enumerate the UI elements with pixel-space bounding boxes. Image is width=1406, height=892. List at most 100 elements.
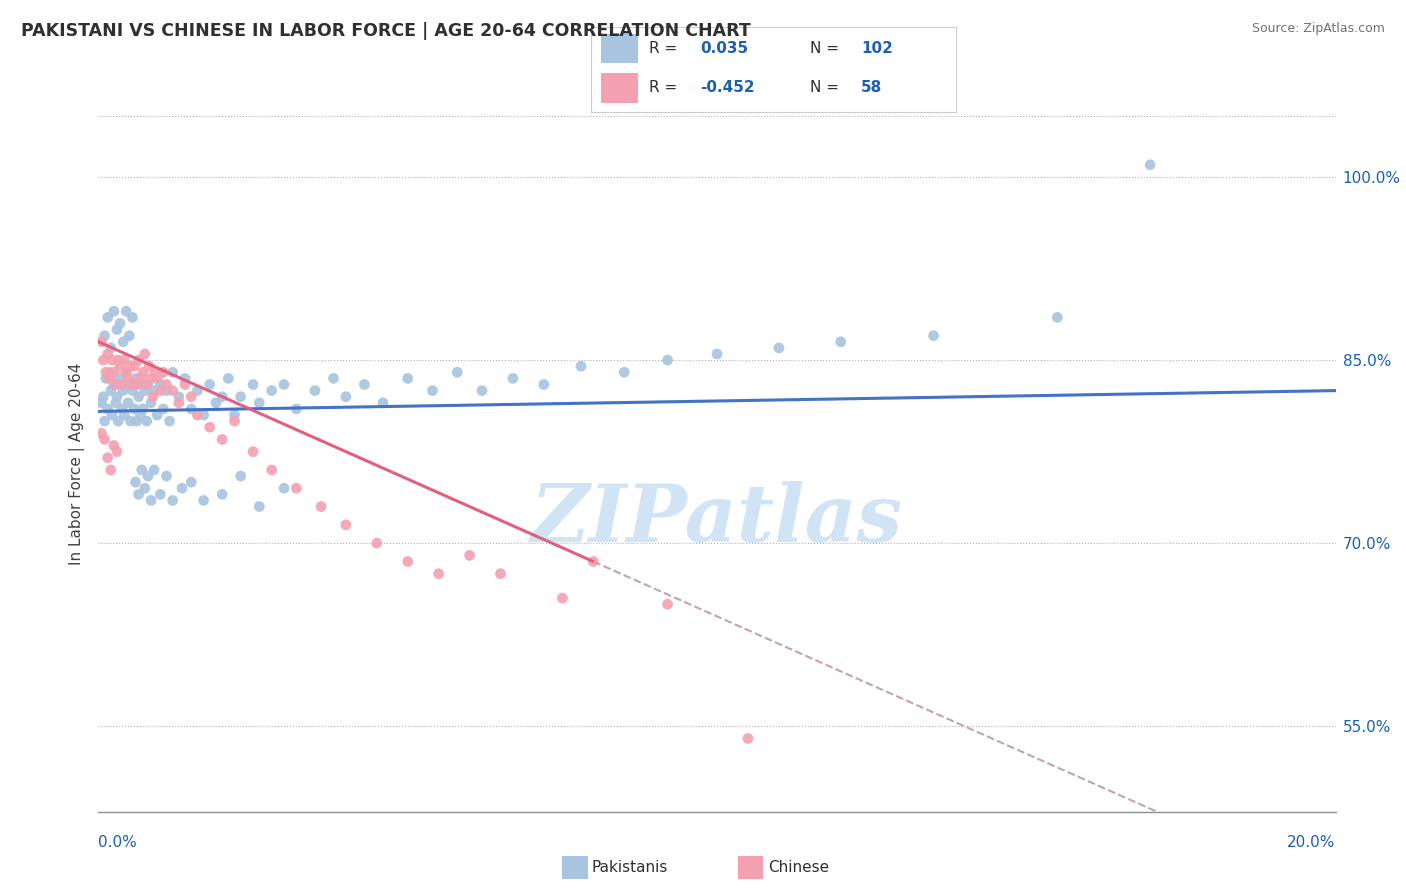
Text: R =: R = bbox=[650, 80, 678, 95]
Point bbox=[143, 365, 166, 379]
Point bbox=[551, 591, 574, 606]
Point bbox=[90, 334, 112, 349]
Point bbox=[142, 390, 165, 404]
Point bbox=[155, 469, 177, 483]
Point bbox=[273, 377, 295, 392]
Point bbox=[125, 377, 148, 392]
Point bbox=[229, 469, 252, 483]
Point bbox=[458, 549, 481, 563]
Point bbox=[198, 420, 221, 434]
FancyBboxPatch shape bbox=[602, 34, 638, 63]
Point bbox=[260, 463, 283, 477]
Point bbox=[242, 444, 264, 458]
Point bbox=[105, 444, 128, 458]
Point bbox=[229, 390, 252, 404]
Point bbox=[273, 481, 295, 495]
Point bbox=[146, 408, 169, 422]
Point bbox=[108, 371, 131, 385]
FancyBboxPatch shape bbox=[562, 856, 588, 879]
Point bbox=[103, 304, 125, 318]
Point bbox=[93, 414, 115, 428]
Point bbox=[136, 377, 159, 392]
Text: PAKISTANI VS CHINESE IN LABOR FORCE | AGE 20-64 CORRELATION CHART: PAKISTANI VS CHINESE IN LABOR FORCE | AG… bbox=[21, 22, 751, 40]
Point bbox=[120, 359, 142, 374]
Point bbox=[371, 396, 394, 410]
Point bbox=[112, 353, 135, 368]
Point bbox=[155, 384, 177, 398]
Point bbox=[186, 408, 208, 422]
Point bbox=[422, 384, 444, 398]
Point bbox=[335, 390, 357, 404]
Point bbox=[97, 310, 120, 325]
Point bbox=[211, 390, 233, 404]
Point bbox=[613, 365, 636, 379]
Point bbox=[502, 371, 524, 385]
Point bbox=[115, 365, 138, 379]
Point bbox=[193, 408, 215, 422]
Point bbox=[170, 481, 193, 495]
Point bbox=[112, 384, 135, 398]
Point bbox=[121, 384, 143, 398]
Point bbox=[115, 365, 138, 379]
Point bbox=[446, 365, 468, 379]
Point bbox=[247, 500, 270, 514]
Point bbox=[131, 377, 153, 392]
Point bbox=[101, 353, 124, 368]
Point bbox=[162, 384, 184, 398]
Point bbox=[217, 371, 239, 385]
Point bbox=[159, 414, 181, 428]
Point bbox=[396, 554, 419, 568]
Point bbox=[152, 401, 174, 416]
Point bbox=[104, 396, 127, 410]
Point bbox=[139, 493, 162, 508]
Text: 0.035: 0.035 bbox=[700, 41, 748, 56]
Point bbox=[149, 384, 172, 398]
Point bbox=[94, 365, 117, 379]
Point bbox=[98, 365, 121, 379]
Point bbox=[205, 396, 228, 410]
Point bbox=[107, 353, 129, 368]
Point bbox=[174, 377, 197, 392]
Point bbox=[149, 377, 172, 392]
Point bbox=[124, 475, 146, 490]
Point bbox=[180, 401, 202, 416]
Point bbox=[121, 310, 143, 325]
Point bbox=[111, 377, 134, 392]
Point bbox=[112, 334, 135, 349]
Point bbox=[100, 341, 122, 355]
Point bbox=[706, 347, 728, 361]
Point bbox=[135, 377, 157, 392]
Point bbox=[489, 566, 512, 581]
Text: 0.0%: 0.0% bbox=[98, 836, 138, 850]
Point bbox=[129, 371, 152, 385]
Point bbox=[304, 384, 326, 398]
Point bbox=[93, 328, 115, 343]
Point bbox=[135, 414, 157, 428]
Point bbox=[117, 371, 139, 385]
Point bbox=[830, 334, 852, 349]
Point bbox=[97, 401, 120, 416]
Point bbox=[922, 328, 945, 343]
Point bbox=[97, 347, 120, 361]
Point bbox=[174, 371, 197, 385]
Point bbox=[1139, 158, 1161, 172]
Point bbox=[136, 469, 159, 483]
Point bbox=[152, 365, 174, 379]
Point bbox=[309, 500, 332, 514]
Point bbox=[180, 475, 202, 490]
Point bbox=[98, 371, 121, 385]
Point bbox=[167, 396, 190, 410]
Point bbox=[131, 463, 153, 477]
Point bbox=[94, 371, 117, 385]
Point bbox=[471, 384, 494, 398]
Point bbox=[97, 450, 120, 465]
Point bbox=[138, 359, 160, 374]
Point bbox=[1046, 310, 1069, 325]
Text: Chinese: Chinese bbox=[768, 860, 828, 875]
Text: 20.0%: 20.0% bbox=[1288, 836, 1336, 850]
Point bbox=[768, 341, 790, 355]
Point bbox=[121, 377, 143, 392]
Point bbox=[128, 487, 150, 501]
Point bbox=[93, 353, 115, 368]
Point bbox=[149, 487, 172, 501]
